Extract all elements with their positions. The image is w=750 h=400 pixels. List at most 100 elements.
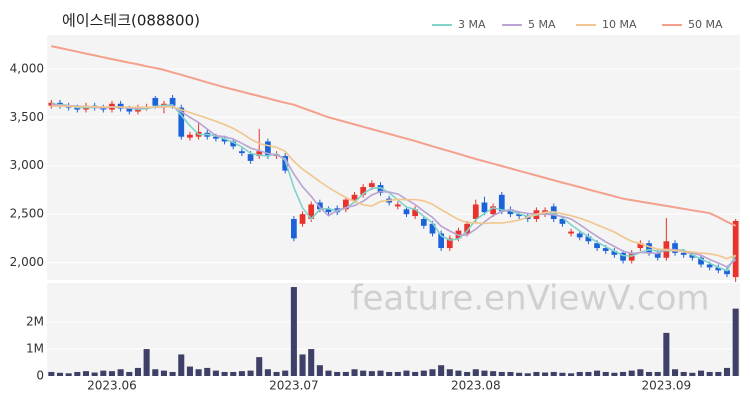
candle-body	[498, 194, 505, 212]
volume-bar	[689, 372, 696, 376]
volume-bar	[126, 371, 133, 376]
volume-bar	[697, 370, 705, 376]
x-tick-label: 2023.08	[451, 379, 501, 393]
volume-bar	[654, 371, 661, 376]
volume-bar	[178, 354, 185, 376]
candle-body	[126, 108, 133, 112]
volume-bar	[455, 370, 462, 376]
volume-bar	[342, 371, 349, 376]
volume-bar	[134, 367, 141, 376]
candle-body	[403, 209, 410, 215]
candle-body	[672, 243, 678, 253]
volume-bar	[585, 371, 592, 376]
candle-body	[377, 185, 384, 193]
volume-bar	[594, 370, 601, 376]
volume-bar	[568, 373, 575, 376]
volume-bar	[438, 365, 445, 376]
volume-bar	[732, 308, 739, 376]
volume-bar	[628, 370, 635, 376]
volume-bar	[706, 371, 713, 376]
volume-bar	[160, 370, 167, 376]
y-tick-label: 2M	[26, 315, 44, 329]
volume-bar	[464, 371, 471, 376]
candle-body	[715, 267, 722, 271]
volume-bar	[325, 370, 332, 376]
candle-body	[654, 252, 661, 258]
watermark: feature.enViewV.com	[350, 279, 709, 319]
candle-body	[620, 252, 626, 261]
candle-body	[351, 194, 358, 200]
candle-body	[325, 209, 332, 213]
candle-body	[585, 236, 592, 242]
candle-body	[221, 138, 228, 142]
candle-body	[429, 223, 436, 234]
y-tick-label: 2,500	[10, 207, 44, 221]
y-tick-label: 3,500	[10, 110, 44, 124]
x-tick-label: 2023.09	[642, 379, 692, 393]
candle-body	[317, 202, 323, 210]
volume-bar	[256, 357, 263, 376]
candle-body	[706, 264, 713, 268]
volume-bar	[715, 371, 722, 376]
candle-body	[178, 107, 185, 137]
candle-body	[646, 243, 652, 253]
y-tick-label: 4,000	[10, 61, 44, 75]
candle-body	[611, 250, 618, 255]
volume-bar	[368, 371, 375, 376]
candle-body	[507, 209, 514, 215]
volume-bar	[204, 367, 211, 376]
candle-body	[464, 223, 470, 234]
volume-bar	[91, 372, 98, 376]
candle-body	[602, 248, 609, 251]
volume-bar	[56, 372, 64, 376]
candle-body	[360, 187, 367, 195]
chart-title: 에이스테크(088800)	[62, 12, 200, 30]
volume-bar	[290, 287, 297, 376]
volume-bar	[394, 371, 401, 376]
x-tick-label: 2023.06	[87, 379, 137, 393]
volume-bar	[316, 365, 323, 376]
volume-bar	[403, 370, 410, 376]
volume-bar	[74, 371, 81, 376]
volume-bar	[637, 369, 644, 376]
volume-bar	[48, 371, 55, 376]
volume-bar	[264, 369, 271, 376]
price-panel	[47, 35, 740, 280]
volume-bar	[143, 349, 150, 376]
volume-bar	[542, 372, 549, 376]
candle-body	[637, 243, 644, 249]
volume-bar	[377, 370, 384, 376]
candle-body	[239, 151, 245, 154]
candle-body	[481, 202, 488, 213]
candle-body	[420, 218, 427, 226]
candle-body	[117, 103, 124, 109]
volume-bar	[723, 367, 731, 376]
candle-body	[152, 97, 159, 106]
candle-body	[568, 231, 574, 234]
volume-bar	[273, 371, 280, 376]
x-tick-label: 2023.07	[269, 379, 319, 393]
candle-body	[342, 199, 349, 210]
volume-bar	[559, 372, 566, 376]
volume-bar	[169, 371, 176, 376]
volume-bar	[186, 366, 193, 376]
volume-bar	[420, 370, 427, 376]
y-tick-label: 2,000	[10, 255, 44, 269]
candle-body	[308, 204, 315, 219]
candle-body	[490, 206, 496, 215]
candle-body	[559, 218, 566, 224]
candle-body	[732, 220, 739, 278]
candle-body	[282, 156, 289, 171]
volume-bar	[308, 349, 315, 376]
volume-bar	[152, 369, 159, 376]
candle-body	[291, 218, 297, 239]
volume-bar	[221, 371, 228, 376]
volume-bar	[663, 332, 670, 376]
candle-body	[299, 214, 306, 224]
volume-bar	[576, 371, 583, 376]
volume-bar	[680, 371, 687, 376]
y-tick-label: 1M	[26, 342, 44, 356]
volume-bar	[646, 371, 653, 376]
volume-bar	[212, 370, 219, 376]
